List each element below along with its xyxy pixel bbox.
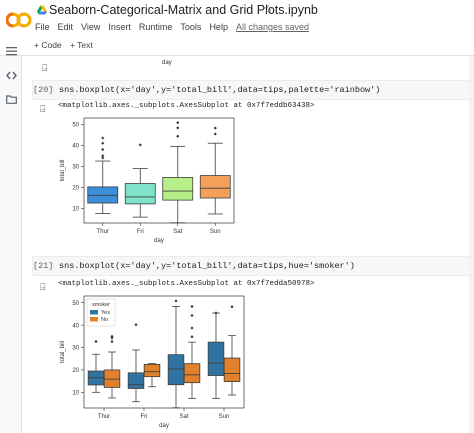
box	[124, 183, 156, 205]
x-axis-label: day	[154, 238, 164, 244]
notebook-area: day ⍈ [20] sns.boxplot(x='day',y='total_…	[22, 56, 474, 433]
box	[199, 175, 231, 199]
x-tick-label: Sun	[210, 229, 221, 235]
outlier-point	[190, 335, 194, 339]
execution-count: [20]	[33, 85, 54, 95]
add-code-button[interactable]: + Code	[34, 40, 62, 50]
outlier-point	[110, 334, 114, 338]
y-tick-label: 30	[72, 165, 79, 171]
outlier-point	[101, 147, 105, 152]
outlier-point	[101, 136, 105, 140]
output-clear-icon[interactable]: ⍈	[40, 104, 46, 114]
y-tick-label: 50	[72, 301, 79, 307]
menu-runtime[interactable]: Runtime	[138, 22, 173, 32]
x-axis-label: day	[159, 423, 169, 429]
boxplot-hue-chart: 10 20 30 40 50 Thur Fri Sat Sun day total_bill smok…	[60, 295, 245, 429]
toolbar: + Code + Text	[0, 38, 474, 56]
colab-logo[interactable]	[6, 10, 32, 30]
cell-output-text: <matplotlib.axes._subplots.AxesSubplot a…	[58, 102, 315, 110]
output-clear-icon[interactable]: ⍈	[40, 282, 46, 292]
code-line[interactable]: sns.boxplot(x='day',y='total_bill',data=…	[59, 85, 381, 95]
y-tick-label: 40	[72, 323, 79, 329]
y-tick-label: 10	[72, 207, 79, 213]
menu-insert[interactable]: Insert	[108, 22, 131, 32]
star-outline-icon[interactable]: ☆	[263, 2, 274, 16]
boxplot-rainbow-chart: 10 20 30 40 50 Thur Fri Sat Sun day total_bill	[60, 117, 235, 244]
y-axis-label: total_bill	[60, 341, 66, 363]
outlier-point	[134, 323, 138, 327]
outlier-point	[213, 126, 217, 130]
scrollbar[interactable]	[469, 56, 474, 433]
y-tick-label: 10	[72, 391, 79, 397]
box	[143, 363, 161, 378]
x-tick-label: Sat	[173, 229, 182, 235]
outlier-point	[101, 156, 105, 160]
x-tick-label: Sun	[219, 414, 230, 420]
output-clear-icon[interactable]: ⍈	[42, 63, 48, 73]
outlier-point	[213, 132, 217, 136]
legend-swatch	[90, 310, 98, 315]
x-tick-label: Thur	[98, 414, 110, 420]
y-tick-label: 20	[72, 186, 79, 192]
code-cell-21[interactable]: [21] sns.boxplot(x='day',y='total_bill',…	[32, 256, 470, 276]
code-brackets-icon[interactable]	[6, 70, 17, 81]
y-tick-label: 40	[72, 144, 79, 150]
folder-icon[interactable]	[6, 94, 17, 105]
box	[127, 372, 145, 389]
menu-help[interactable]: Help	[209, 22, 228, 32]
legend-title: smoker	[92, 302, 110, 308]
left-rail	[0, 47, 22, 433]
box	[167, 354, 185, 386]
add-text-button[interactable]: + Text	[70, 40, 93, 50]
code-cell-20[interactable]: [20] sns.boxplot(x='day',y='total_bill',…	[32, 80, 470, 100]
box	[162, 177, 194, 201]
plot-frame	[83, 117, 235, 224]
code-line[interactable]: sns.boxplot(x='day',y='total_bill',data=…	[59, 261, 355, 271]
legend-label: Yes	[101, 310, 110, 316]
y-tick-label: 20	[72, 368, 79, 374]
x-tick-label: Thur	[97, 229, 109, 235]
toc-icon[interactable]	[6, 46, 17, 57]
cell-output-text: <matplotlib.axes._subplots.AxesSubplot a…	[58, 280, 315, 288]
legend-label: No	[101, 317, 108, 323]
menu-view[interactable]: View	[81, 22, 101, 32]
outlier-point	[101, 141, 105, 145]
execution-count: [21]	[33, 261, 54, 271]
outlier-point	[138, 143, 142, 147]
x-tick-label: Sat	[179, 414, 188, 420]
outlier-point	[101, 154, 105, 158]
box	[223, 357, 241, 382]
menu-tools[interactable]: Tools	[180, 22, 202, 32]
y-axis-label: total_bill	[60, 159, 66, 181]
outlier-point	[176, 121, 180, 125]
legend-swatch	[90, 317, 98, 322]
x-tick-label: Fri	[141, 414, 148, 420]
menu-edit[interactable]: Edit	[57, 22, 74, 32]
menu-file[interactable]: File	[35, 22, 50, 32]
box	[207, 341, 225, 376]
y-tick-label: 50	[72, 123, 79, 129]
box	[183, 363, 201, 384]
header: Seaborn-Categorical-Matrix and Grid Plot…	[0, 0, 474, 56]
previous-output-x-label: day	[162, 60, 172, 66]
outlier-point	[176, 134, 180, 138]
google-drive-icon	[37, 5, 47, 15]
save-status-link[interactable]: All changes saved	[235, 22, 309, 32]
y-tick-label: 30	[72, 346, 79, 352]
menubar: File Edit View Insert Runtime Tools Help…	[35, 22, 317, 32]
notebook-title[interactable]: Seaborn-Categorical-Matrix and Grid Plot…	[49, 3, 318, 17]
outlier-point	[176, 126, 180, 130]
x-tick-label: Fri	[137, 229, 144, 235]
